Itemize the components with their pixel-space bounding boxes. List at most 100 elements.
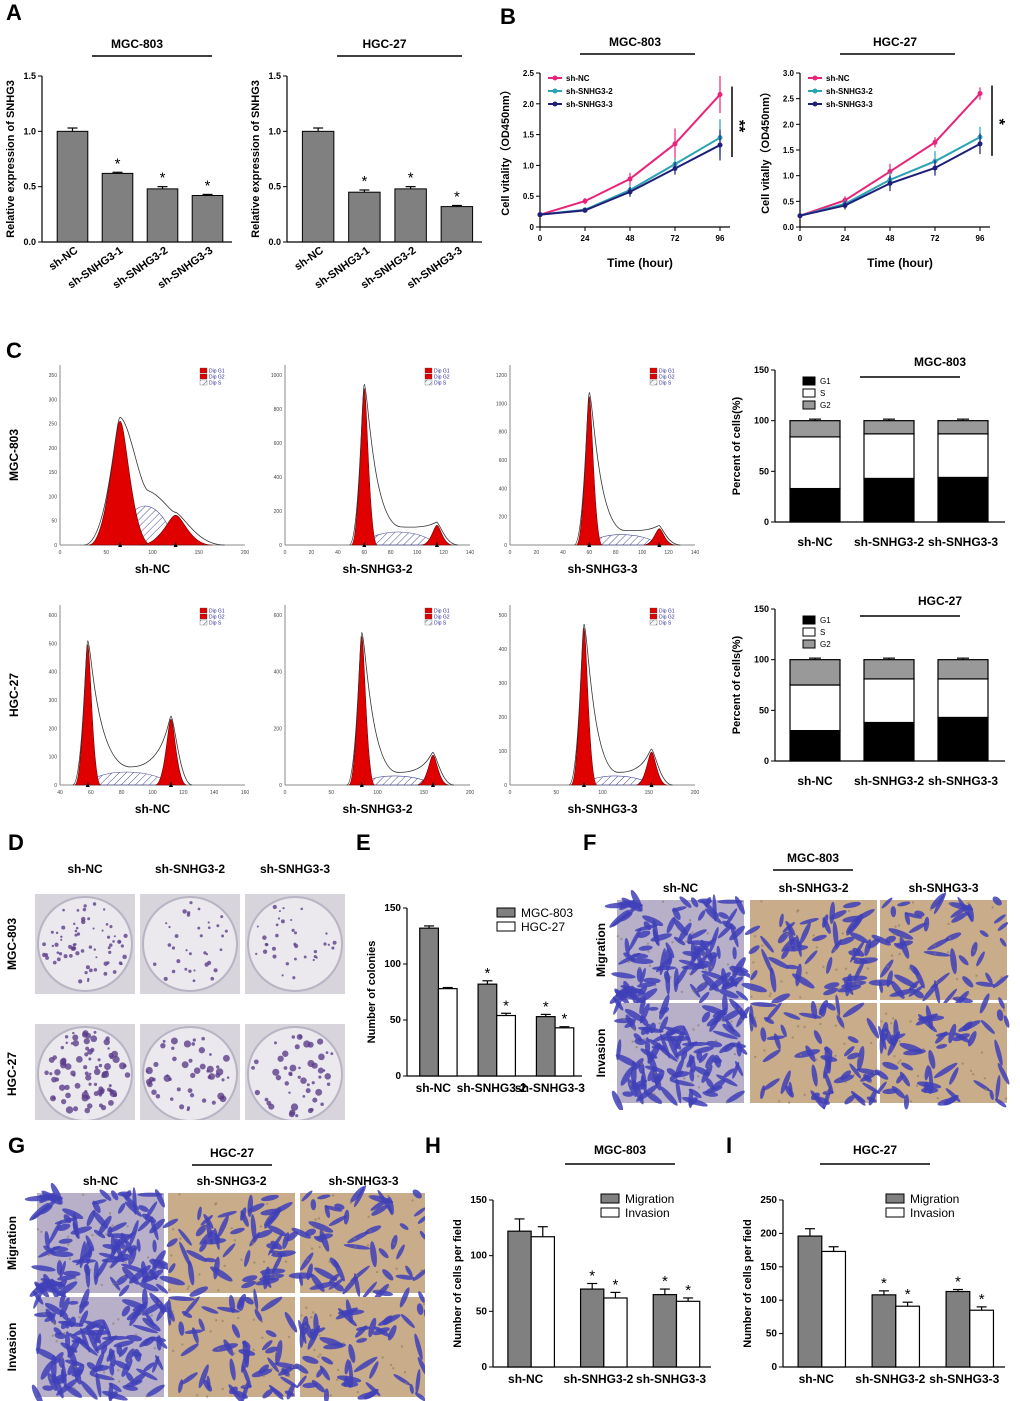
membrane-pore xyxy=(933,952,937,955)
stained-cell xyxy=(678,959,701,967)
membrane-pore xyxy=(909,1020,912,1023)
membrane-pore xyxy=(389,1363,393,1367)
membrane-pore xyxy=(40,1230,43,1233)
flow-x-tick: 100 xyxy=(598,790,607,796)
colony-dot xyxy=(193,969,196,972)
legend-label: sh-SNHG3-3 xyxy=(826,100,873,109)
membrane-pore xyxy=(975,974,978,977)
stained-cell xyxy=(316,1368,324,1378)
stained-cell xyxy=(937,1097,957,1106)
colony-dot xyxy=(84,1107,91,1114)
membrane-pore xyxy=(707,1064,711,1068)
membrane-pore xyxy=(58,1259,61,1263)
membrane-pore xyxy=(709,965,713,969)
g1-peak xyxy=(576,396,603,546)
stained-cell xyxy=(611,1090,624,1110)
colony-dot xyxy=(54,1069,61,1076)
stained-cell xyxy=(162,1218,179,1229)
stained-cell xyxy=(132,1324,159,1334)
g1-marker xyxy=(582,782,586,787)
colony-dot xyxy=(170,1037,178,1045)
stained-cell xyxy=(609,909,629,928)
stained-cell xyxy=(878,980,884,994)
colony-dot xyxy=(88,945,93,949)
y-tick-label: 50 xyxy=(759,705,769,715)
stained-cell xyxy=(302,1355,319,1364)
stained-cell xyxy=(760,935,774,953)
membrane-pore xyxy=(1004,1097,1008,1100)
stained-cell xyxy=(967,903,974,923)
significance-star: * xyxy=(408,170,414,187)
membrane-pore xyxy=(153,1347,157,1350)
membrane-pore xyxy=(214,1319,218,1322)
stained-cell xyxy=(724,908,738,927)
data-point xyxy=(582,207,588,213)
chart-title: MGC-803 xyxy=(594,1143,646,1157)
membrane-pore xyxy=(643,1037,646,1041)
colony-dot xyxy=(55,931,59,935)
stained-cell xyxy=(93,1261,99,1286)
stained-cell xyxy=(372,1327,390,1336)
colony-dot xyxy=(291,1035,296,1039)
colony-dot xyxy=(264,1097,269,1102)
significance-star: * xyxy=(484,965,490,982)
panel-label-d: D xyxy=(8,830,24,855)
x-tick-label: sh-SNHG3-2 xyxy=(854,535,924,549)
stained-cell xyxy=(669,1070,684,1080)
stained-cell xyxy=(915,1013,938,1026)
stained-cell xyxy=(110,1234,117,1255)
stained-cell xyxy=(838,936,855,946)
stained-cell xyxy=(660,1086,678,1106)
membrane-pore xyxy=(368,1230,372,1233)
flow-legend-label: Dip G1 xyxy=(659,609,675,615)
membrane-pore xyxy=(158,1302,161,1305)
membrane-pore xyxy=(240,1258,243,1261)
y-tick-label: 0.5 xyxy=(523,192,535,201)
stained-cell xyxy=(198,1318,205,1332)
colony-dot xyxy=(112,940,115,943)
membrane-pore xyxy=(841,932,845,935)
flow-y-tick: 800 xyxy=(274,407,283,413)
colony-dot xyxy=(294,1044,300,1050)
colony-dot xyxy=(98,1063,103,1068)
stained-cell xyxy=(822,914,829,928)
y-tick-label: 2.5 xyxy=(783,95,795,104)
membrane-pore xyxy=(769,992,772,995)
y-axis-label: Number of cells per field xyxy=(452,1219,464,1347)
membrane-pore xyxy=(171,1349,175,1353)
colony-dot xyxy=(188,952,192,956)
stained-cell xyxy=(241,1280,257,1289)
flow-y-tick: 400 xyxy=(49,670,58,676)
y-tick-label: 100 xyxy=(760,1295,777,1306)
g1-peak xyxy=(348,636,376,786)
colony-dot xyxy=(75,1055,83,1063)
stained-cell xyxy=(122,1266,140,1285)
transwell-col-label: sh-NC xyxy=(663,881,699,895)
stained-cell xyxy=(698,1052,708,1064)
x-tick-label: sh-NC xyxy=(416,1081,452,1095)
stacked-segment xyxy=(863,477,915,523)
stained-cell xyxy=(271,1253,283,1274)
colony-dot xyxy=(182,909,187,914)
y-tick-label: 1.5 xyxy=(23,71,36,81)
stained-cell xyxy=(815,1096,830,1105)
y-tick-label: 0 xyxy=(395,1071,401,1082)
stained-cell xyxy=(705,1078,714,1089)
membrane-pore xyxy=(171,1310,174,1313)
g2-peak xyxy=(155,718,187,786)
stained-cell xyxy=(994,1098,1007,1108)
flow-y-tick: 100 xyxy=(499,749,508,755)
stained-cell xyxy=(113,1340,134,1348)
flow-plot-label: sh-NC xyxy=(135,562,171,576)
colony-dot xyxy=(185,949,188,952)
membrane-pore xyxy=(291,1365,294,1369)
flow-y-tick: 200 xyxy=(499,715,508,721)
membrane-pore xyxy=(671,940,674,944)
y-tick-label: 100 xyxy=(384,959,401,970)
flow-legend-swatch xyxy=(424,367,433,374)
stained-cell xyxy=(142,1288,148,1310)
colony-dot xyxy=(99,1103,103,1108)
membrane-pore xyxy=(903,937,906,940)
stained-cell xyxy=(260,1296,283,1312)
flow-x-tick: 60 xyxy=(362,550,368,556)
